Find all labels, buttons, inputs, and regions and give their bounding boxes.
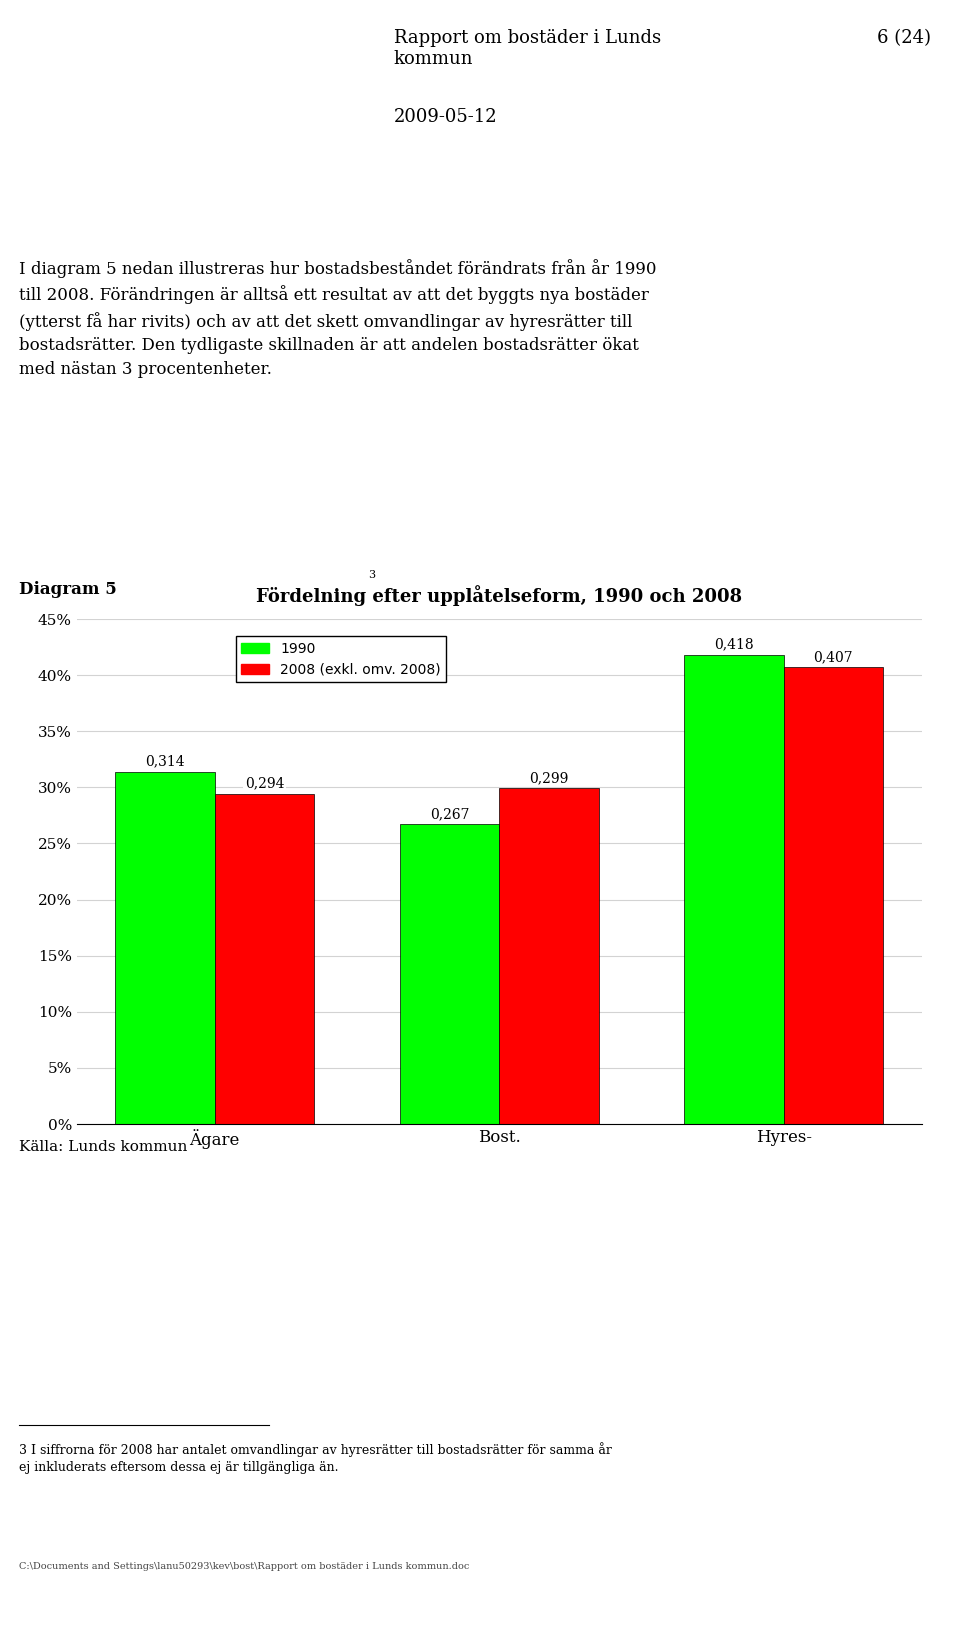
Text: 0,299: 0,299 — [529, 771, 568, 785]
Text: Rapport om bostäder i Lunds
kommun: Rapport om bostäder i Lunds kommun — [394, 29, 660, 68]
Text: 2009-05-12: 2009-05-12 — [394, 108, 497, 125]
Text: 0,314: 0,314 — [145, 754, 184, 769]
Bar — [783, 668, 883, 1124]
Text: 6 (24): 6 (24) — [877, 29, 931, 47]
Text: C:\Documents and Settings\lanu50293\kev\bost\Rapport om bostäder i Lunds kommun.: C:\Documents and Settings\lanu50293\kev\… — [19, 1562, 469, 1572]
Legend: 1990, 2008 (exkl. omv. 2008): 1990, 2008 (exkl. omv. 2008) — [236, 635, 446, 683]
Text: 0,418: 0,418 — [714, 637, 754, 652]
Text: 3: 3 — [368, 570, 374, 580]
Text: 0,294: 0,294 — [245, 777, 284, 790]
Bar — [684, 655, 783, 1124]
Text: Diagram 5: Diagram 5 — [19, 582, 117, 598]
Text: 0,407: 0,407 — [814, 650, 853, 665]
Title: Fördelning efter upplåtelseform, 1990 och 2008: Fördelning efter upplåtelseform, 1990 oc… — [256, 585, 742, 606]
Bar — [399, 824, 499, 1124]
Text: 3 I siffrorna för 2008 har antalet omvandlingar av hyresrätter till bostadsrätte: 3 I siffrorna för 2008 har antalet omvan… — [19, 1442, 612, 1474]
Text: 0,267: 0,267 — [430, 806, 469, 821]
Text: I diagram 5 nedan illustreras hur bostadsbeståndet förändrats från år 1990
till : I diagram 5 nedan illustreras hur bostad… — [19, 259, 657, 378]
Bar — [215, 793, 314, 1124]
Bar — [115, 772, 215, 1124]
Text: Källa: Lunds kommun: Källa: Lunds kommun — [19, 1140, 187, 1155]
Bar — [499, 788, 599, 1124]
